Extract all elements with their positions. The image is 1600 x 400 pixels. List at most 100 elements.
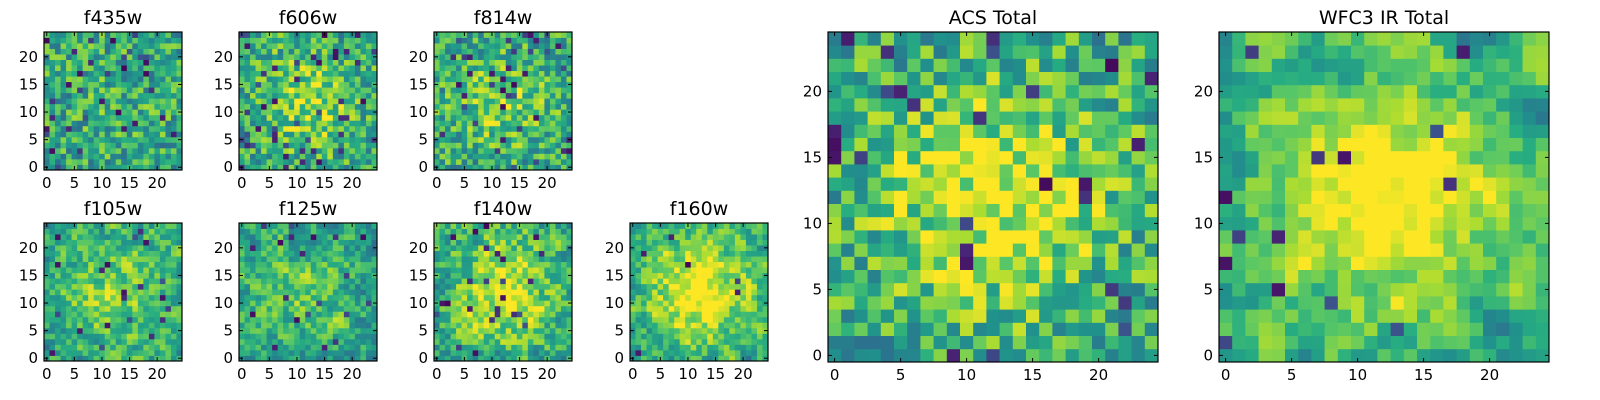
heatmap-cell (305, 65, 312, 72)
heatmap-cell (332, 283, 339, 290)
heatmap-cell (630, 239, 636, 246)
heatmap-cell (143, 125, 150, 132)
heatmap-cell (305, 153, 312, 160)
heatmap-cell (854, 322, 868, 336)
heatmap-cell (99, 250, 106, 257)
heatmap-cell (137, 327, 144, 334)
heatmap-cell (478, 158, 485, 165)
heatmap-cell (82, 92, 89, 99)
heatmap-cell (1026, 309, 1040, 323)
heatmap-cell (511, 272, 518, 279)
heatmap-cell (99, 114, 106, 121)
heatmap-cell (154, 54, 161, 60)
heatmap-cell (729, 344, 736, 351)
heatmap-cell (110, 103, 117, 110)
heatmap-cell (668, 294, 675, 301)
heatmap-cell (170, 294, 177, 301)
heatmap-cell (707, 228, 714, 235)
heatmap-cell (467, 76, 474, 83)
y-tick-label: 15 (214, 266, 233, 284)
heatmap-cell (239, 103, 245, 110)
heatmap-cell (472, 32, 479, 38)
heatmap-cell (516, 327, 523, 334)
heatmap-cell (272, 344, 279, 351)
heatmap-cell (365, 311, 372, 318)
heatmap-cell (560, 98, 567, 105)
heatmap-cell (762, 228, 769, 235)
heatmap-cell (360, 256, 367, 263)
heatmap-cell (343, 327, 350, 334)
heatmap-cell (55, 120, 61, 127)
heatmap-cell (266, 136, 273, 143)
heatmap-cell (360, 158, 367, 165)
heatmap-cell (266, 43, 273, 49)
heatmap-cell (450, 59, 457, 66)
heatmap-cell (511, 245, 518, 251)
heatmap-cell (371, 305, 378, 312)
heatmap-cell (288, 223, 295, 229)
heatmap-cell (288, 131, 295, 138)
heatmap-cell (343, 223, 350, 229)
heatmap-cell (756, 294, 763, 301)
heatmap-cell (538, 98, 545, 105)
heatmap-cell (544, 92, 551, 99)
heatmap-cell (88, 54, 95, 60)
heatmap-cell (516, 109, 523, 116)
heatmap-cell (338, 87, 345, 94)
heatmap-cell (533, 261, 540, 268)
heatmap-cell (143, 76, 150, 83)
heatmap-cell (82, 114, 89, 121)
heatmap-cell (283, 120, 290, 127)
heatmap-cell (999, 243, 1014, 257)
heatmap-cell (77, 37, 84, 44)
heatmap-cell (516, 70, 523, 77)
heatmap-cell (272, 32, 279, 38)
heatmap-cell (327, 234, 334, 240)
heatmap-cell (456, 294, 462, 301)
heatmap-cell (445, 267, 451, 274)
heatmap-cell (701, 355, 708, 362)
heatmap-cell (316, 125, 323, 132)
heatmap-cell (44, 147, 50, 154)
heatmap-cell (696, 333, 703, 340)
heatmap-cell (327, 338, 334, 345)
heatmap-cell (338, 70, 345, 77)
heatmap-cell (516, 59, 523, 66)
heatmap-cell (93, 267, 100, 274)
heatmap-cell (132, 355, 139, 362)
y-tick-label: 15 (409, 266, 428, 284)
heatmap-cell (745, 349, 752, 356)
heatmap-cell (126, 250, 133, 257)
heatmap-cell (44, 250, 50, 257)
heatmap-cell (261, 239, 267, 246)
heatmap-cell (115, 114, 122, 121)
heatmap-cell (707, 322, 714, 329)
heatmap-cell (494, 256, 501, 263)
heatmap-cell (93, 245, 100, 251)
heatmap-cell (566, 37, 573, 44)
heatmap-cell (154, 109, 161, 116)
heatmap-cell (332, 333, 339, 340)
heatmap-cell (148, 37, 155, 44)
heatmap-cell (294, 305, 301, 312)
heatmap-cell (338, 48, 345, 55)
heatmap-cell (115, 76, 122, 83)
heatmap-cell (44, 59, 50, 66)
heatmap-cell (255, 158, 262, 165)
heatmap-cell (365, 338, 372, 345)
heatmap-cell (77, 142, 84, 149)
heatmap-cell (450, 234, 457, 240)
heatmap-cell (907, 335, 921, 350)
heatmap-cell (66, 355, 72, 362)
heatmap-cell (239, 344, 245, 351)
heatmap-cell (255, 59, 262, 66)
x-tick-label: 15 (706, 365, 725, 383)
heatmap-cell (55, 355, 61, 362)
heatmap-cell (880, 348, 895, 363)
heatmap-cell (71, 228, 78, 235)
heatmap-cell (685, 338, 692, 345)
heatmap-cell (305, 223, 312, 229)
heatmap-cell (316, 272, 323, 279)
heatmap-cell (143, 164, 150, 171)
heatmap-cell (266, 54, 273, 60)
